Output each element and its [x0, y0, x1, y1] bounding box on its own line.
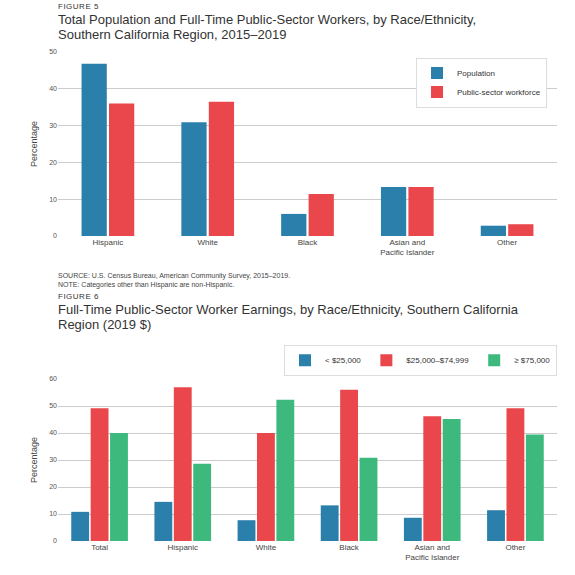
- svg-text:Asian andPacific Islander: Asian andPacific Islander: [405, 543, 460, 562]
- html-text:Full-Time Public-Sector Worker: Full-Time Public-Sector Worker Earnings,…: [58, 302, 518, 332]
- html-text:FIGURE 5: FIGURE 5: [58, 2, 99, 11]
- html-text:SOURCE: U.S. Census Bureau, Am: SOURCE: U.S. Census Bureau, American Com…: [58, 272, 291, 279]
- svg-text:50: 50: [49, 402, 57, 409]
- html-text:NOTE: Categories other than Hi: NOTE: Categories other than Hispanic are…: [58, 281, 235, 288]
- svg-text:$25,000–$74,999: $25,000–$74,999: [406, 356, 469, 365]
- svg-text:White: White: [197, 238, 218, 247]
- svg-text:Other: Other: [497, 238, 517, 247]
- svg-text:Percentage: Percentage: [29, 437, 39, 483]
- svg-text:0: 0: [53, 537, 57, 544]
- svg-text:10: 10: [49, 510, 57, 517]
- html-text:Total Population and Full-Time: Total Population and Full-Time Public-Se…: [58, 12, 477, 42]
- svg-text:Percentage: Percentage: [29, 121, 39, 167]
- html-text:FIGURE 6: FIGURE 6: [58, 292, 99, 301]
- svg-text:Asian andPacific Islander: Asian andPacific Islander: [380, 238, 435, 257]
- svg-text:< $25,000: < $25,000: [325, 356, 361, 365]
- svg-text:50: 50: [49, 48, 57, 55]
- svg-text:Population: Population: [457, 69, 495, 78]
- svg-text:≥ $75,000: ≥ $75,000: [514, 356, 550, 365]
- svg-text:20: 20: [49, 483, 57, 490]
- svg-text:White: White: [256, 543, 277, 552]
- svg-text:Hispanic: Hispanic: [167, 543, 198, 552]
- svg-text:Public-sector workforce: Public-sector workforce: [457, 88, 541, 97]
- svg-text:30: 30: [49, 456, 57, 463]
- svg-text:Other: Other: [505, 543, 525, 552]
- svg-text:Hispanic: Hispanic: [93, 238, 124, 247]
- svg-text:Black: Black: [298, 238, 319, 247]
- svg-text:Total: Total: [91, 543, 108, 552]
- svg-text:0: 0: [53, 232, 57, 239]
- svg-text:30: 30: [49, 122, 57, 129]
- svg-text:10: 10: [49, 196, 57, 203]
- svg-text:40: 40: [49, 85, 57, 92]
- svg-text:20: 20: [49, 159, 57, 166]
- svg-text:40: 40: [49, 429, 57, 436]
- svg-text:60: 60: [49, 375, 57, 382]
- svg-text:Black: Black: [339, 543, 360, 552]
